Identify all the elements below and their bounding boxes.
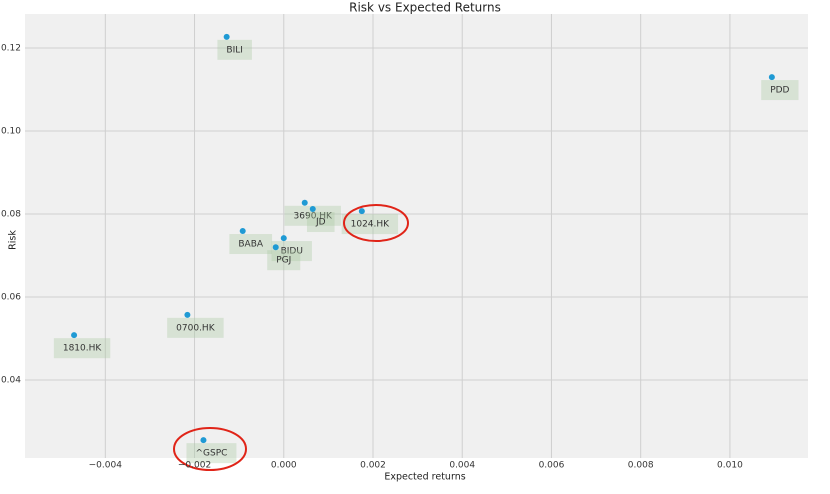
x-tick-label: 0.006 — [539, 461, 565, 471]
point-label: 3690.HK — [294, 211, 334, 221]
point — [358, 208, 365, 215]
point-label: 1024.HK — [351, 220, 391, 230]
point-label: ^GSPC — [195, 449, 227, 459]
x-axis-label: Expected returns — [384, 472, 465, 483]
label-box — [267, 250, 301, 271]
point — [301, 199, 308, 206]
point-label: JD — [315, 218, 326, 228]
plot-area — [25, 14, 808, 458]
highlight-circle — [173, 427, 247, 471]
point-label: 1810.HK — [63, 344, 103, 354]
y-tick-label: 0.06 — [1, 292, 21, 302]
x-tick-label: 0.004 — [449, 461, 475, 471]
point-label: 0700.HK — [176, 323, 216, 333]
label-box — [761, 80, 799, 101]
x-tick-label: 0.010 — [717, 461, 743, 471]
point — [280, 235, 287, 242]
point — [239, 228, 246, 235]
point-label: BABA — [238, 240, 264, 250]
point — [768, 74, 775, 81]
label-box — [229, 234, 273, 255]
point-label: PDD — [770, 86, 789, 96]
x-tick-label: 0.008 — [628, 461, 654, 471]
point — [223, 33, 230, 40]
x-tick-label: 0.000 — [271, 461, 297, 471]
point — [200, 437, 207, 444]
x-tick-label: 0.002 — [360, 461, 386, 471]
y-tick-label: 0.08 — [1, 210, 21, 220]
y-tick-label: 0.10 — [1, 127, 21, 137]
y-tick-label: 0.04 — [1, 375, 21, 385]
point — [71, 332, 78, 339]
point-label: BIDU — [281, 247, 303, 257]
label-box — [284, 205, 341, 226]
point — [184, 311, 191, 318]
x-tick-label: −0.004 — [89, 461, 123, 471]
label-box — [306, 212, 335, 233]
chart-title: Risk vs Expected Returns — [349, 1, 501, 15]
grid — [25, 14, 808, 458]
point-label: BILI — [226, 45, 243, 55]
x-tick-label: −0.002 — [178, 461, 211, 471]
highlight-circle — [343, 204, 409, 242]
label-box — [271, 241, 312, 262]
label-box — [217, 39, 252, 60]
y-axis-label: Risk — [8, 230, 19, 250]
label-box — [167, 317, 224, 338]
label-box — [186, 443, 237, 464]
label-box — [53, 338, 111, 359]
point — [309, 206, 316, 213]
label-box — [341, 214, 399, 235]
y-tick-label: 0.12 — [1, 44, 21, 54]
point — [272, 244, 279, 251]
point-label: PGJ — [276, 256, 291, 266]
